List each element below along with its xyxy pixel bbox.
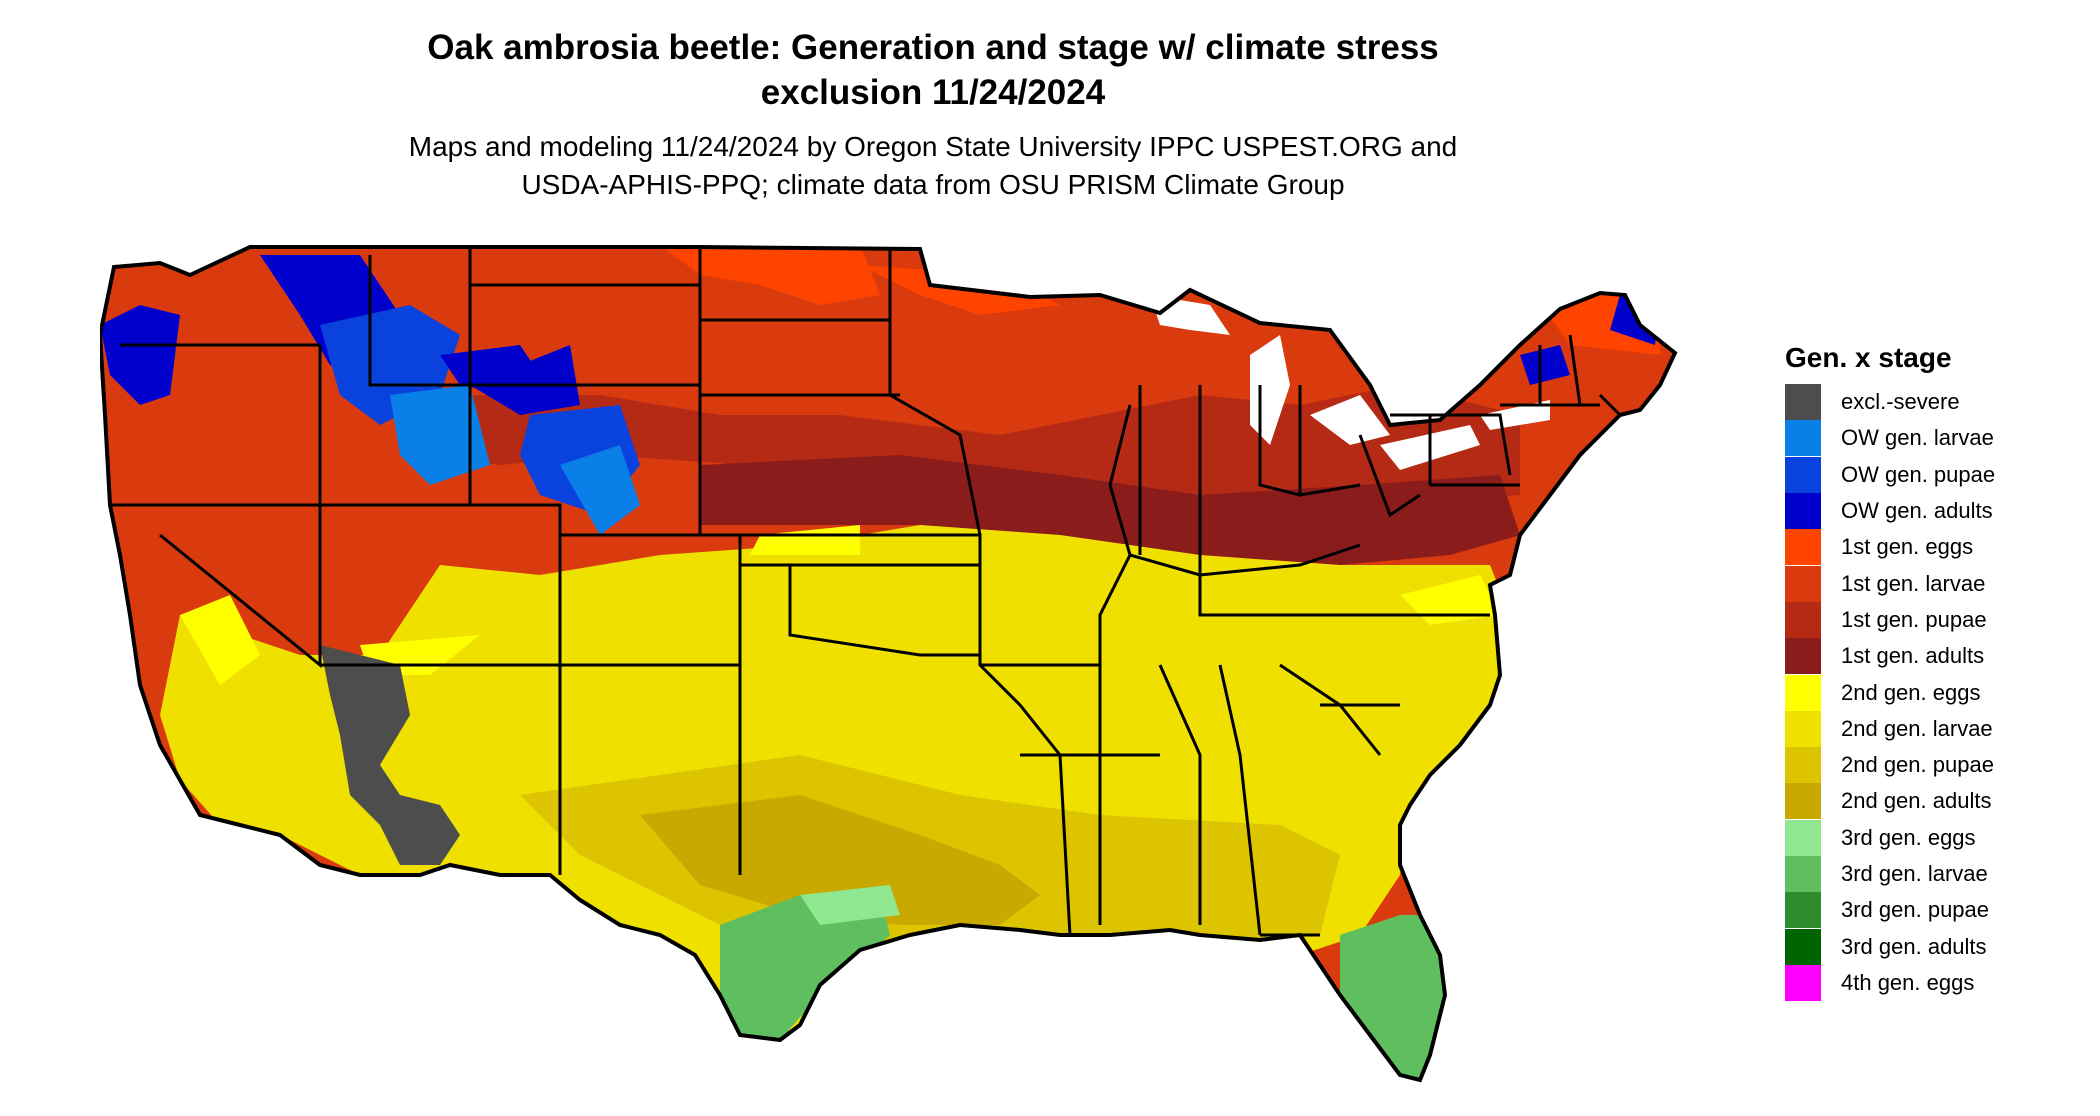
legend-label: 2nd gen. pupae [1841, 752, 1994, 778]
legend-swatch [1785, 964, 1821, 1001]
legend-item: 4th gen. eggs [1785, 964, 2085, 1001]
legend-item: 3rd gen. eggs [1785, 819, 2085, 856]
legend-label: OW gen. adults [1841, 498, 1993, 524]
legend-label: OW gen. pupae [1841, 461, 1996, 487]
legend-label: excl.-severe [1841, 389, 1960, 415]
legend-label: 3rd gen. eggs [1841, 824, 1976, 850]
legend-swatch [1785, 856, 1821, 892]
legend-label: 3rd gen. larvae [1841, 861, 1988, 886]
legend-swatch [1785, 819, 1821, 856]
legend-label: 1st gen. adults [1841, 643, 1985, 669]
legend-label: 2nd gen. larvae [1841, 715, 1993, 741]
legend-item: 1st gen. adults [1785, 638, 2085, 675]
legend-label: 2nd gen. adults [1841, 788, 1992, 814]
us-phenology-map [100, 245, 1678, 1083]
legend-item: 3rd gen. larvae [1785, 856, 2085, 892]
legend-item: 2nd gen. larvae [1785, 710, 2085, 747]
map-subtitle: Maps and modeling 11/24/2024 by Oregon S… [0, 128, 1866, 204]
map-title: Oak ambrosia beetle: Generation and stag… [0, 25, 1866, 115]
legend-swatch [1785, 710, 1821, 747]
legend-item: OW gen. larvae [1785, 420, 2085, 457]
legend-swatch [1785, 928, 1821, 965]
legend-item: 1st gen. pupae [1785, 601, 2085, 638]
legend-label: 3rd gen. adults [1841, 933, 1987, 959]
legend-item: 1st gen. larvae [1785, 565, 2085, 602]
legend-swatch [1785, 529, 1821, 566]
legend-items: excl.-severe OW gen. larvae OW gen. pupae O… [1785, 384, 2085, 1001]
legend-swatch [1785, 783, 1821, 820]
legend-label: 1st gen. eggs [1841, 534, 1974, 560]
legend-item: 2nd gen. adults [1785, 783, 2085, 820]
legend-item: OW gen. pupae [1785, 456, 2085, 493]
legend-swatch [1785, 747, 1821, 784]
legend-swatch [1785, 601, 1821, 638]
legend-item: 1st gen. eggs [1785, 529, 2085, 566]
legend-label: 1st gen. larvae [1841, 570, 1986, 596]
legend-label: OW gen. larvae [1841, 425, 1994, 451]
map-subtitle-line-2: USDA-APHIS-PPQ; climate data from OSU PR… [521, 169, 1345, 200]
legend-item: 3rd gen. pupae [1785, 892, 2085, 929]
legend-label: 3rd gen. pupae [1841, 897, 1990, 923]
map-title-line-1: Oak ambrosia beetle: Generation and stag… [427, 28, 1439, 67]
legend-item: 2nd gen. pupae [1785, 747, 2085, 784]
legend-swatch [1785, 565, 1821, 602]
map-title-line-2: exclusion 11/24/2024 [760, 73, 1106, 112]
legend-swatch [1785, 892, 1821, 929]
legend-item: 2nd gen. eggs [1785, 674, 2085, 711]
map-subtitle-line-1: Maps and modeling 11/24/2024 by Oregon S… [408, 131, 1458, 162]
legend-swatch [1785, 384, 1821, 421]
legend-swatch [1785, 493, 1821, 530]
legend-label: 4th gen. eggs [1841, 969, 1975, 995]
legend: Gen. x stage excl.-severe OW gen. larvae O… [1785, 340, 2085, 1001]
legend-label: 1st gen. pupae [1841, 606, 1987, 632]
legend-swatch [1785, 456, 1821, 493]
legend-item: OW gen. adults [1785, 493, 2085, 530]
legend-title: Gen. x stage [1785, 342, 1952, 373]
legend-swatch [1785, 420, 1821, 457]
legend-label: 2nd gen. eggs [1841, 679, 1981, 705]
legend-swatch [1785, 674, 1821, 711]
legend-swatch [1785, 638, 1821, 675]
legend-item: 3rd gen. adults [1785, 928, 2085, 965]
legend-item: excl.-severe [1785, 384, 2085, 421]
